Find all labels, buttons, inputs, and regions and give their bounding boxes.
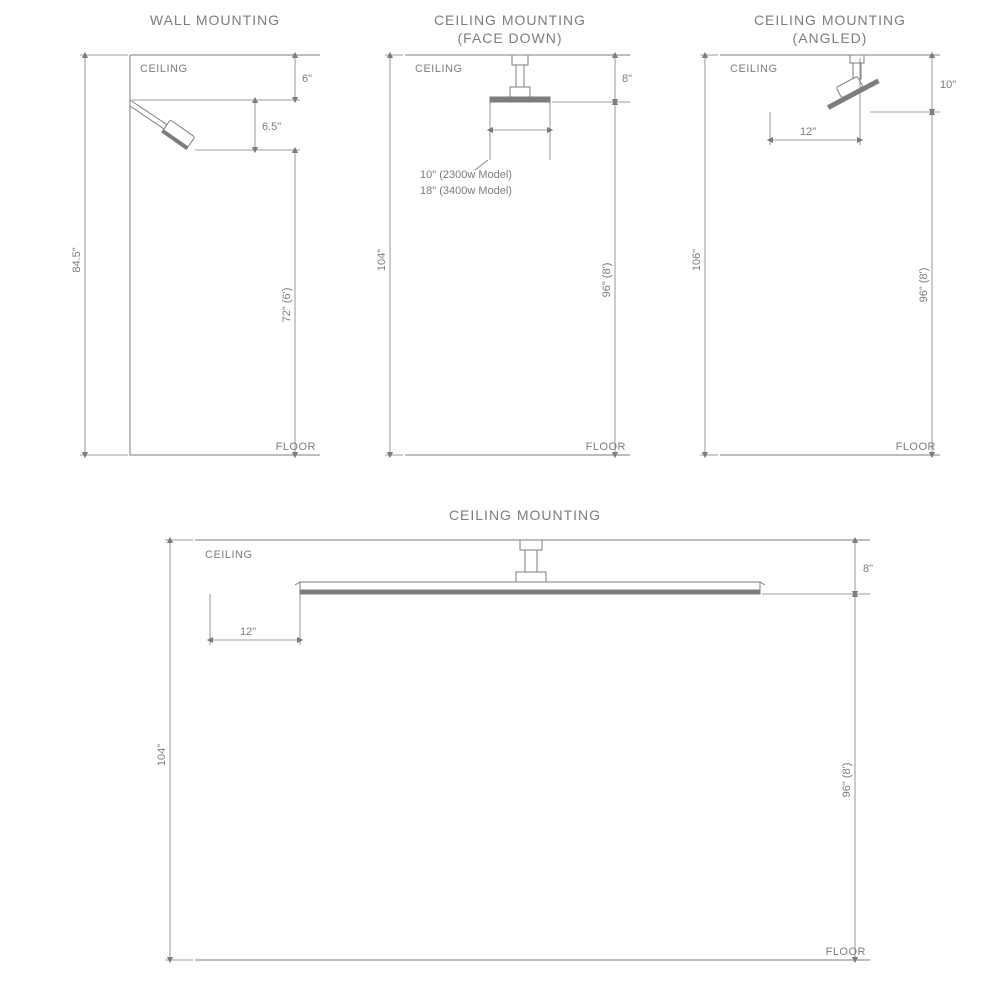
- cwide-dim-horiz: 12": [240, 626, 256, 638]
- diagram-canvas: WALL MOUNTING CEILING FLOOR 84.5" 6": [0, 0, 1000, 1000]
- panel-ceiling-wide: CEILING MOUNTING CEILING FLOOR 104" 8" 1…: [156, 507, 873, 960]
- cang-dim-floor: 96" (8'): [918, 268, 930, 303]
- cwide-ceiling-label: CEILING: [205, 549, 253, 561]
- cfd-dim-floor: 96" (8'): [601, 263, 613, 298]
- cwide-dim-floor: 96" (8'): [841, 763, 853, 798]
- wall-dim-floor: 72" (6'): [281, 288, 293, 323]
- cfd-floor-label: FLOOR: [586, 441, 626, 453]
- cfd-fixture: [490, 55, 550, 102]
- cwide-fixture: [295, 540, 765, 594]
- cang-title2: (ANGLED): [793, 30, 868, 46]
- wall-dim-total: 84.5": [71, 247, 83, 272]
- wall-dim-fix: 6.5": [262, 121, 281, 133]
- cfd-note2: 18" (3400w Model): [420, 185, 512, 197]
- cwide-dim-total: 104": [156, 744, 168, 766]
- cang-fixture: [822, 55, 879, 109]
- cang-dim-total: 106": [691, 249, 703, 271]
- panel-wall-mounting: WALL MOUNTING CEILING FLOOR 84.5" 6": [71, 12, 320, 455]
- wall-dim-top: 6": [302, 73, 312, 85]
- cang-dim-top: 10": [940, 79, 956, 91]
- cfd-dim-top: 8": [622, 73, 632, 85]
- cang-dim-horiz: 12": [800, 126, 816, 138]
- panel-ceiling-angled: CEILING MOUNTING (ANGLED) CEILING FLOOR …: [691, 12, 956, 455]
- cfd-title2: (FACE DOWN): [457, 30, 562, 46]
- wall-title: WALL MOUNTING: [150, 12, 280, 28]
- cfd-dim-total: 104": [376, 249, 388, 271]
- cang-ceiling-label: CEILING: [730, 63, 778, 75]
- cfd-note1: 10" (2300w Model): [420, 169, 512, 181]
- wall-floor-label: FLOOR: [276, 441, 316, 453]
- cang-title1: CEILING MOUNTING: [754, 12, 906, 28]
- cwide-dim-top: 8": [863, 563, 873, 575]
- cang-floor-label: FLOOR: [896, 441, 936, 453]
- wall-fixture: [130, 100, 195, 149]
- cfd-ceiling-label: CEILING: [415, 63, 463, 75]
- panel-ceiling-facedown: CEILING MOUNTING (FACE DOWN) CEILING FLO…: [376, 12, 632, 455]
- wall-ceiling-label: CEILING: [140, 63, 188, 75]
- cwide-floor-label: FLOOR: [826, 946, 866, 958]
- cwide-title: CEILING MOUNTING: [449, 507, 601, 523]
- cfd-title1: CEILING MOUNTING: [434, 12, 586, 28]
